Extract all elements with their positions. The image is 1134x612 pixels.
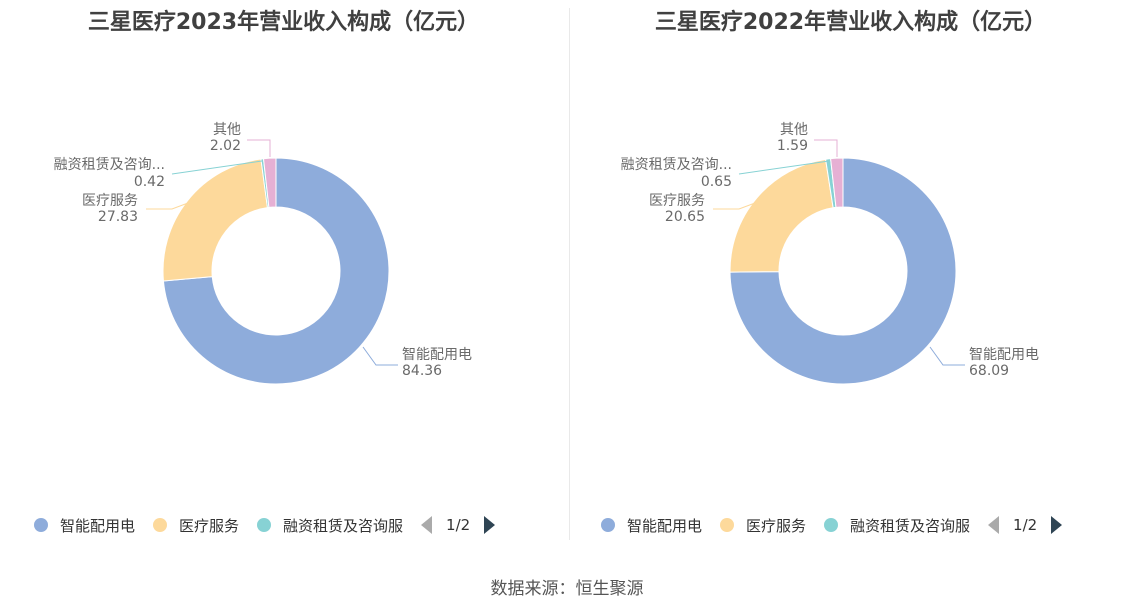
slice-name-label: 融资租赁及咨询... <box>621 157 732 173</box>
slice-value-label: 0.65 <box>701 174 732 190</box>
legend-item-medical[interactable]: 医疗服务 <box>720 515 806 536</box>
donut-slice[interactable] <box>830 157 844 208</box>
slice-value-label: 27.83 <box>98 209 138 225</box>
legend-item-leasing[interactable]: 融资租赁及咨询服 <box>257 515 403 536</box>
legend-dot-icon <box>601 518 615 532</box>
pager-prev-icon[interactable] <box>988 516 1000 534</box>
slice-name-label: 其他 <box>780 122 808 138</box>
label-leader-line <box>814 139 838 157</box>
donut-slice[interactable] <box>162 158 269 282</box>
legend: 智能配用电 医疗服务 融资租赁及咨询服 1/2 <box>601 512 1063 538</box>
chart-panel-2023: 三星医疗2023年营业收入构成（亿元） 智能配用电 84.36 医疗服务 27.83 融… <box>0 0 567 545</box>
pager-next-icon[interactable] <box>1051 516 1063 534</box>
legend-label: 智能配用电 <box>60 516 136 535</box>
slice-value-label: 2.02 <box>210 138 241 154</box>
legend-label: 医疗服务 <box>179 516 240 535</box>
slice-name-label: 智能配用电 <box>969 347 1039 363</box>
slice-name-label: 智能配用电 <box>402 347 472 363</box>
pager-text: 1/2 <box>446 516 471 534</box>
legend-label: 智能配用电 <box>627 516 703 535</box>
legend-label: 医疗服务 <box>746 516 807 535</box>
legend: 智能配用电 医疗服务 融资租赁及咨询服 1/2 <box>34 512 496 538</box>
legend-pager: 1/2 <box>421 516 496 534</box>
slice-name-label: 医疗服务 <box>82 193 138 209</box>
donut-slice[interactable] <box>729 157 957 385</box>
label-leader-line <box>171 160 263 175</box>
legend-dot-icon <box>720 518 735 532</box>
label-leader-line <box>929 346 965 366</box>
legend-pager: 1/2 <box>988 516 1063 534</box>
label-leader-line <box>247 139 271 157</box>
legend-item-medical[interactable]: 医疗服务 <box>153 515 239 536</box>
pager-prev-icon[interactable] <box>421 516 433 534</box>
slice-value-label: 84.36 <box>402 363 442 379</box>
chart-title: 三星医疗2023年营业收入构成（亿元） <box>87 10 480 35</box>
chart-title: 三星医疗2022年营业收入构成（亿元） <box>654 10 1047 35</box>
donut-slice[interactable] <box>262 157 277 208</box>
pager-next-icon[interactable] <box>484 516 496 534</box>
legend-label: 融资租赁及咨询服 <box>850 516 971 535</box>
slice-value-label: 20.65 <box>665 209 705 225</box>
slice-value-label: 68.09 <box>969 363 1009 379</box>
pager-text: 1/2 <box>1013 516 1038 534</box>
legend-dot-icon <box>153 518 168 532</box>
legend-item-power[interactable]: 智能配用电 <box>601 515 702 536</box>
donut-slice[interactable] <box>162 157 390 385</box>
legend-item-power[interactable]: 智能配用电 <box>34 515 135 536</box>
slice-name-label: 其他 <box>213 122 241 138</box>
panel-divider <box>569 8 570 540</box>
label-leader-line <box>713 202 756 210</box>
slice-value-label: 0.42 <box>134 174 165 190</box>
donut-slice[interactable] <box>729 158 834 273</box>
chart-panel-2022: 三星医疗2022年营业收入构成（亿元） 智能配用电 68.09 医疗服务 20.65 融… <box>567 0 1134 545</box>
legend-dot-icon <box>257 518 272 532</box>
legend-label: 融资租赁及咨询服 <box>283 516 404 535</box>
label-leader-line <box>362 346 398 366</box>
slice-name-label: 医疗服务 <box>649 193 705 209</box>
slice-name-label: 融资租赁及咨询... <box>54 157 165 173</box>
slice-value-label: 1.59 <box>777 138 808 154</box>
label-leader-line <box>146 202 189 210</box>
legend-item-leasing[interactable]: 融资租赁及咨询服 <box>824 515 970 536</box>
legend-dot-icon <box>34 518 48 532</box>
legend-dot-icon <box>824 518 839 532</box>
data-source: 数据来源：恒生聚源 <box>490 579 644 599</box>
label-leader-line <box>738 160 830 175</box>
